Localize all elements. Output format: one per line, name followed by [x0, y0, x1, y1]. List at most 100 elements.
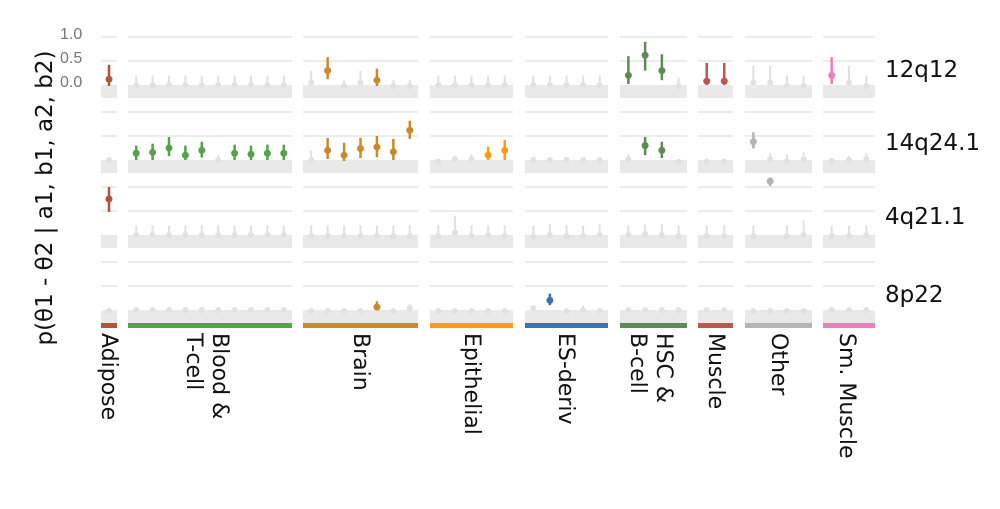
null-band	[128, 310, 292, 323]
data-point	[625, 232, 632, 238]
group-color-bar	[745, 323, 812, 328]
data-point	[546, 157, 553, 163]
data-point	[373, 76, 381, 84]
data-point	[484, 151, 492, 159]
category-label-blood-tcell: Blood & T-cell	[181, 333, 232, 420]
data-point	[863, 232, 870, 238]
data-point	[324, 67, 332, 75]
data-point	[767, 307, 774, 314]
data-point	[530, 233, 537, 240]
null-band	[698, 235, 733, 248]
data-point	[308, 157, 315, 163]
data-point	[149, 148, 157, 156]
row-label-14q24-1: 14q24.1	[885, 130, 981, 156]
data-point	[749, 138, 757, 146]
data-point	[641, 142, 649, 150]
data-point	[451, 229, 458, 236]
data-point	[863, 82, 870, 89]
group-color-bar	[128, 323, 292, 328]
data-point	[248, 232, 254, 238]
data-point	[846, 307, 852, 313]
null-band	[128, 85, 292, 98]
data-point	[389, 148, 397, 156]
data-point	[357, 232, 364, 239]
null-band	[303, 85, 418, 98]
data-point	[308, 232, 315, 239]
data-point	[658, 232, 665, 238]
null-band	[823, 235, 875, 248]
data-point	[105, 75, 113, 83]
data-point	[863, 307, 870, 313]
data-point	[563, 232, 570, 239]
null-band	[823, 85, 875, 98]
data-point	[390, 307, 397, 314]
group-color-bar	[823, 323, 875, 328]
data-point	[390, 82, 397, 89]
data-point	[308, 79, 315, 86]
y-tick-0-0: 0.0	[60, 74, 83, 91]
data-point	[468, 307, 475, 314]
data-point	[721, 232, 728, 239]
data-point	[675, 82, 682, 89]
data-point	[546, 296, 554, 304]
null-band	[745, 85, 812, 98]
data-point	[406, 126, 414, 134]
y-tick-0-5: 0.5	[60, 50, 83, 67]
data-point	[341, 232, 348, 239]
data-point	[263, 149, 271, 157]
data-point	[308, 307, 315, 314]
data-point	[215, 157, 222, 163]
null-band	[101, 85, 117, 98]
data-point	[800, 307, 807, 314]
null-band	[101, 235, 117, 248]
data-point	[341, 307, 348, 314]
data-point	[105, 195, 113, 203]
data-point	[198, 307, 205, 313]
data-point	[846, 157, 852, 163]
null-band	[823, 310, 875, 323]
data-point	[280, 307, 287, 313]
data-point	[198, 146, 206, 154]
data-point	[324, 232, 331, 239]
data-point	[149, 82, 156, 88]
data-point	[721, 307, 728, 313]
data-point	[767, 79, 774, 86]
data-point	[264, 307, 271, 313]
null-band	[620, 160, 687, 173]
data-point	[231, 232, 238, 238]
null-band	[525, 235, 608, 248]
data-point	[406, 82, 413, 89]
data-point	[198, 232, 205, 238]
data-point	[846, 232, 852, 239]
data-point	[280, 149, 288, 157]
data-point	[501, 82, 508, 88]
data-point	[373, 143, 381, 151]
data-point	[783, 82, 790, 89]
data-point	[580, 232, 587, 239]
data-point	[750, 307, 757, 314]
data-point	[166, 307, 172, 313]
data-point	[247, 150, 255, 158]
data-point	[721, 158, 728, 165]
data-point	[846, 79, 852, 86]
data-point	[625, 156, 632, 163]
category-label-adipose: Adipose	[96, 333, 121, 421]
data-point	[485, 232, 492, 238]
data-point	[435, 158, 442, 165]
data-point	[133, 232, 140, 238]
data-point	[451, 82, 458, 88]
data-point	[750, 232, 757, 239]
data-point	[485, 82, 492, 88]
category-label-other: Other	[766, 333, 791, 396]
category-label-brain: Brain	[348, 333, 373, 391]
category-label-es-deriv: ES-deriv	[553, 333, 578, 425]
data-point	[166, 232, 172, 238]
data-point	[766, 177, 774, 185]
data-point	[596, 157, 603, 163]
data-point	[800, 156, 807, 163]
data-point	[373, 303, 381, 311]
data-point	[357, 144, 364, 152]
group-color-bar	[698, 323, 733, 328]
data-point	[149, 232, 156, 238]
group-color-bar	[303, 323, 418, 328]
